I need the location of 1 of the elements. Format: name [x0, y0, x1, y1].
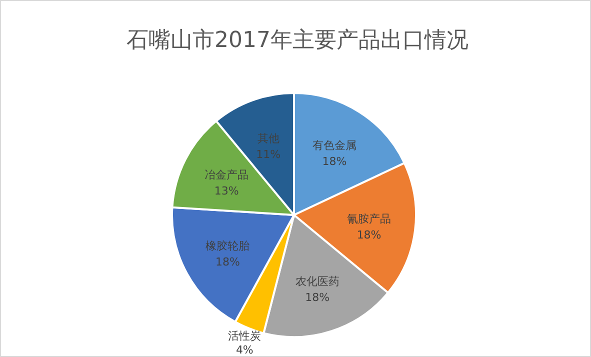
title: 石嘴山市2017年主要产品出口情况	[126, 28, 468, 53]
